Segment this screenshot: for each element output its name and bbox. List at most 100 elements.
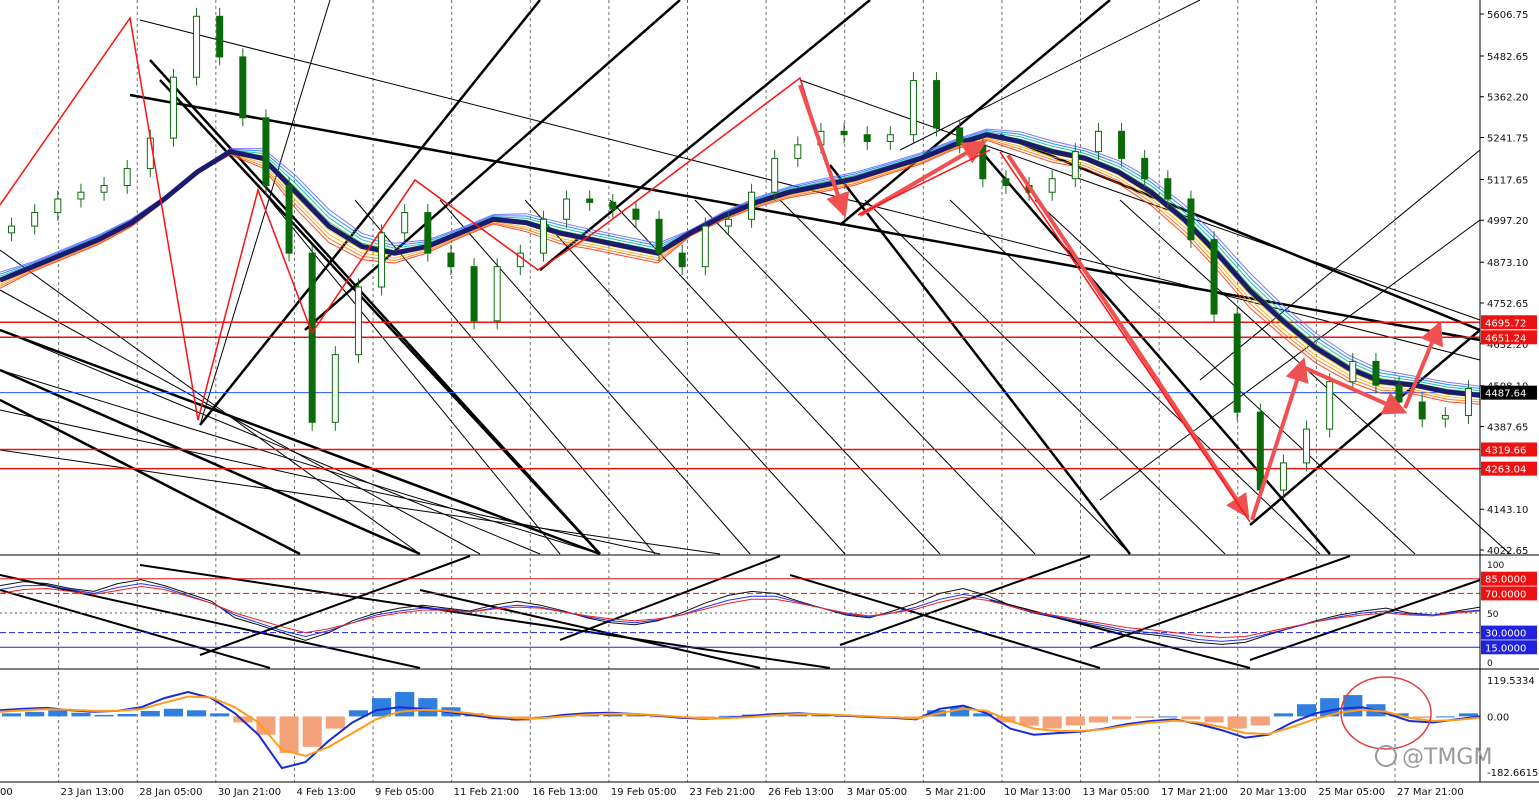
candle-body bbox=[31, 212, 39, 227]
candle-body bbox=[308, 252, 316, 423]
trendline bbox=[304, 0, 681, 331]
macd-histogram-bar bbox=[1135, 716, 1155, 718]
time-tick-label: 5 Mar 21:00 bbox=[925, 787, 985, 798]
macd-histogram-bar bbox=[626, 715, 646, 717]
candle-body bbox=[1210, 239, 1218, 315]
fan-line bbox=[269, 199, 561, 555]
candle-body bbox=[771, 157, 779, 193]
macd-histogram-bar bbox=[1065, 716, 1085, 726]
projection-arrow bbox=[798, 84, 850, 218]
current-price-badge bbox=[1481, 385, 1537, 400]
fan-line bbox=[354, 199, 656, 555]
fan-line bbox=[0, 329, 541, 555]
price-tick-label: 5117.65 bbox=[1487, 175, 1528, 186]
macd-histogram-bar bbox=[1042, 716, 1062, 729]
osc-level-badge bbox=[1481, 586, 1537, 601]
time-tick-label: 9 Feb 05:00 bbox=[375, 787, 434, 798]
candle-body bbox=[956, 127, 964, 146]
candle-body bbox=[933, 80, 941, 129]
macd-histogram-bar bbox=[1412, 716, 1432, 718]
macd-histogram-bar bbox=[1273, 713, 1293, 717]
watermark-text: @TMGM bbox=[1402, 745, 1492, 770]
trendline bbox=[0, 328, 601, 556]
time-tick-label: 30 Jan 21:00 bbox=[218, 787, 281, 798]
watermark-group: @TMGM bbox=[1375, 745, 1492, 770]
candle-body bbox=[748, 191, 756, 220]
projection-arrow bbox=[1006, 153, 1250, 519]
price-level-badge bbox=[1481, 330, 1537, 345]
candle-body bbox=[1071, 151, 1079, 180]
candle-body bbox=[470, 266, 478, 322]
trendline bbox=[829, 164, 1131, 555]
price-tick-label: 4752.65 bbox=[1487, 299, 1528, 310]
osc-series-line bbox=[0, 579, 1481, 645]
time-tick-label: 23 Jan 13:00 bbox=[61, 787, 124, 798]
macd-histogram-bar bbox=[418, 698, 438, 717]
time-tick-label: 3 Mar 05:00 bbox=[847, 787, 907, 798]
candle-body bbox=[1326, 381, 1334, 430]
candle-body bbox=[1441, 415, 1449, 420]
macd-histogram-bar bbox=[279, 716, 299, 753]
time-tick-label: 00 bbox=[0, 787, 13, 798]
osc-trendline bbox=[559, 555, 781, 641]
osc-level-label: 85.0000 bbox=[1485, 575, 1526, 586]
osc-level-badge bbox=[1481, 640, 1537, 655]
candle-body bbox=[285, 184, 293, 254]
candle-body bbox=[1118, 130, 1126, 159]
time-tick-label: 26 Feb 13:00 bbox=[768, 787, 834, 798]
time-tick-label: 27 Mar 21:00 bbox=[1397, 787, 1464, 798]
fan-line bbox=[609, 199, 941, 555]
osc-trendline bbox=[139, 564, 831, 669]
time-tick-label: 11 Feb 21:00 bbox=[454, 787, 520, 798]
price-tick-label: 5482.65 bbox=[1487, 52, 1528, 63]
price-tick-label: 4632.20 bbox=[1487, 340, 1528, 351]
time-tick-label: 28 Jan 05:00 bbox=[139, 787, 202, 798]
macd-histogram-bar bbox=[1112, 716, 1132, 720]
candle-body bbox=[701, 225, 709, 268]
time-tick-label: 17 Mar 21:00 bbox=[1161, 787, 1228, 798]
macd-line bbox=[0, 690, 1481, 770]
macd-histogram-bar bbox=[210, 713, 230, 717]
candle-body bbox=[1395, 384, 1403, 403]
macd-signal-line bbox=[0, 695, 1481, 758]
candle-body bbox=[1048, 178, 1056, 193]
macd-histogram-bar bbox=[973, 713, 993, 717]
price-level-badge bbox=[1481, 442, 1537, 457]
candle-body bbox=[886, 134, 894, 142]
price-tick-label: 4997.20 bbox=[1487, 216, 1528, 227]
projection-arrow bbox=[1403, 320, 1443, 409]
fan-line bbox=[694, 199, 1036, 555]
fan-line bbox=[949, 199, 1321, 555]
projection-arrow bbox=[1250, 357, 1309, 521]
osc-level-label: 15.0000 bbox=[1485, 643, 1526, 654]
macd-histogram-bar bbox=[1458, 713, 1478, 717]
time-tick-label: 10 Mar 13:00 bbox=[1004, 787, 1071, 798]
price-axis: 5606.75 5482.65 5362.20 5241.75 5117.65 4997.… bbox=[1479, 0, 1537, 782]
trendline bbox=[539, 0, 871, 271]
panel-separators bbox=[0, 554, 1539, 783]
price-level-lines bbox=[0, 321, 1480, 470]
watermark-logo-icon bbox=[1375, 745, 1397, 767]
macd-tick-label: 119.5334 bbox=[1487, 676, 1535, 687]
candle-body bbox=[794, 144, 802, 159]
macd-histogram-bar bbox=[695, 716, 715, 718]
macd-histogram-bar bbox=[950, 707, 970, 717]
macd-histogram-bar bbox=[1204, 716, 1224, 723]
fan-line bbox=[0, 249, 421, 555]
macd-histogram-bar bbox=[163, 708, 183, 717]
time-tick-label: 20 Mar 13:00 bbox=[1240, 787, 1307, 798]
macd-histogram-bar bbox=[1343, 695, 1363, 717]
candle-body bbox=[1464, 387, 1472, 417]
fan-line bbox=[0, 369, 601, 555]
osc-series-line bbox=[0, 583, 1481, 642]
time-tick-label: 16 Feb 13:00 bbox=[532, 787, 598, 798]
ema-ribbon-line bbox=[0, 135, 1481, 398]
trendline bbox=[0, 398, 301, 556]
osc-trendline bbox=[839, 555, 1091, 646]
macd-histogram-bar bbox=[187, 710, 207, 717]
candle-body bbox=[169, 76, 177, 139]
projection-arrow bbox=[1304, 366, 1408, 415]
oscillator-panel: 85.0000 70.0000 30.0000 15.0000 100 50 0 bbox=[0, 555, 1537, 669]
zigzag-line bbox=[999, 151, 1251, 523]
